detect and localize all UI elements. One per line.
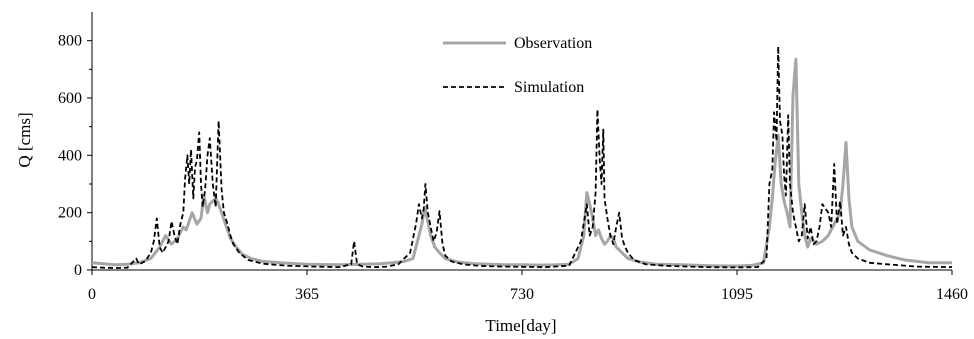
x-tick-label: 1095 — [721, 286, 753, 303]
y-tick-label: 200 — [58, 205, 82, 222]
legend: Observation Simulation — [443, 35, 592, 96]
legend-label-observation: Observation — [514, 35, 592, 52]
series-layer — [91, 45, 953, 269]
y-axis-label: Q [cms] — [15, 112, 34, 167]
tick-labels: 0 200 400 600 800 0 365 730 1095 1460 — [58, 33, 968, 303]
x-tick-label: 0 — [88, 286, 96, 303]
legend-label-simulation: Simulation — [514, 79, 584, 96]
y-tick-label: 600 — [58, 90, 82, 107]
series-line-simulation — [91, 45, 953, 269]
y-tick-label: 0 — [74, 262, 82, 279]
y-tick-label: 400 — [58, 147, 82, 164]
x-tick-label: 730 — [510, 286, 534, 303]
x-axis-label: Time[day] — [485, 316, 556, 335]
y-tick-label: 800 — [58, 33, 82, 50]
x-tick-label: 365 — [295, 286, 319, 303]
tick-marks — [87, 40, 953, 275]
x-tick-label: 1460 — [936, 286, 968, 303]
